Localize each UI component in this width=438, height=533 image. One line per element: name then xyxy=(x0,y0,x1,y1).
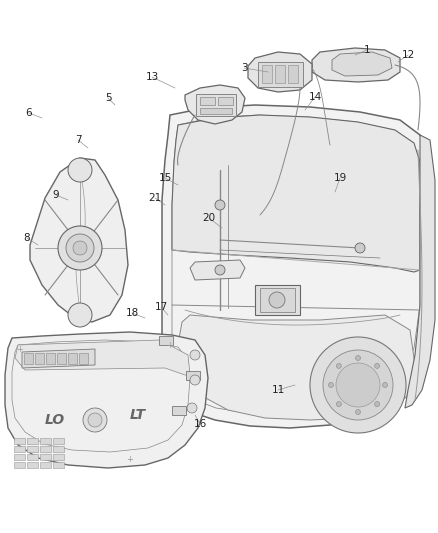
Bar xyxy=(218,97,233,105)
Text: 8: 8 xyxy=(24,233,30,243)
Text: +: + xyxy=(166,341,173,350)
Circle shape xyxy=(215,200,225,210)
Circle shape xyxy=(336,363,380,407)
Polygon shape xyxy=(172,115,420,272)
Circle shape xyxy=(58,226,102,270)
Circle shape xyxy=(374,401,380,407)
Polygon shape xyxy=(15,340,190,375)
Polygon shape xyxy=(30,158,128,322)
Bar xyxy=(159,336,173,345)
Text: 20: 20 xyxy=(202,213,215,223)
Text: LO: LO xyxy=(45,413,65,427)
Text: 17: 17 xyxy=(154,302,168,312)
Text: 9: 9 xyxy=(53,190,59,200)
Circle shape xyxy=(336,401,341,407)
Bar xyxy=(27,462,38,468)
Circle shape xyxy=(88,413,102,427)
Circle shape xyxy=(215,265,225,275)
Text: 5: 5 xyxy=(105,93,111,103)
Text: 15: 15 xyxy=(159,173,172,183)
Circle shape xyxy=(310,337,406,433)
Bar xyxy=(258,62,303,87)
Bar xyxy=(27,438,38,444)
Polygon shape xyxy=(162,105,428,428)
Text: 7: 7 xyxy=(75,135,81,145)
Bar xyxy=(40,438,51,444)
Circle shape xyxy=(68,158,92,182)
Bar xyxy=(46,353,55,364)
Text: +: + xyxy=(127,456,134,464)
Bar xyxy=(255,285,300,315)
Bar xyxy=(14,462,25,468)
Polygon shape xyxy=(190,260,245,280)
Circle shape xyxy=(328,383,333,387)
Text: 14: 14 xyxy=(308,92,321,102)
Bar xyxy=(68,353,77,364)
Circle shape xyxy=(187,403,197,413)
Text: 3: 3 xyxy=(241,63,247,73)
Circle shape xyxy=(190,350,200,360)
Bar xyxy=(196,94,236,116)
Circle shape xyxy=(356,409,360,415)
Text: 1: 1 xyxy=(364,45,370,55)
Polygon shape xyxy=(405,135,435,408)
Polygon shape xyxy=(22,349,95,368)
Bar xyxy=(14,446,25,452)
Circle shape xyxy=(68,303,92,327)
Bar xyxy=(53,438,64,444)
Polygon shape xyxy=(332,52,392,76)
Circle shape xyxy=(83,408,107,432)
Text: 13: 13 xyxy=(145,72,159,82)
Bar xyxy=(14,438,25,444)
Circle shape xyxy=(323,350,393,420)
Bar xyxy=(35,353,44,364)
Circle shape xyxy=(269,292,285,308)
Bar xyxy=(79,353,88,364)
Text: LT: LT xyxy=(130,408,146,422)
Bar xyxy=(40,462,51,468)
Bar xyxy=(57,353,66,364)
Bar xyxy=(53,454,64,460)
Bar xyxy=(14,454,25,460)
Text: 21: 21 xyxy=(148,193,162,203)
Circle shape xyxy=(356,356,360,360)
Bar xyxy=(53,462,64,468)
Polygon shape xyxy=(5,332,208,468)
Polygon shape xyxy=(178,315,415,420)
Polygon shape xyxy=(248,52,312,92)
Text: 6: 6 xyxy=(26,108,32,118)
Bar xyxy=(27,454,38,460)
Text: 19: 19 xyxy=(333,173,346,183)
Bar xyxy=(200,97,215,105)
Bar xyxy=(172,406,186,415)
Bar xyxy=(262,65,272,83)
Circle shape xyxy=(336,364,341,368)
Text: 16: 16 xyxy=(193,419,207,429)
Circle shape xyxy=(374,364,380,368)
Bar xyxy=(24,353,33,364)
Text: 12: 12 xyxy=(401,50,415,60)
Circle shape xyxy=(73,241,87,255)
Bar xyxy=(288,65,298,83)
Text: 11: 11 xyxy=(272,385,285,395)
Circle shape xyxy=(355,243,365,253)
Bar xyxy=(200,108,232,114)
Bar xyxy=(260,288,295,312)
Polygon shape xyxy=(312,48,400,82)
Bar xyxy=(186,371,200,380)
Bar xyxy=(275,65,285,83)
Polygon shape xyxy=(185,85,245,124)
Text: +: + xyxy=(17,345,24,354)
Circle shape xyxy=(382,383,388,387)
Bar xyxy=(27,446,38,452)
Bar xyxy=(40,446,51,452)
Bar xyxy=(40,454,51,460)
Circle shape xyxy=(66,234,94,262)
Text: 18: 18 xyxy=(125,308,138,318)
Bar xyxy=(53,446,64,452)
Circle shape xyxy=(190,375,200,385)
